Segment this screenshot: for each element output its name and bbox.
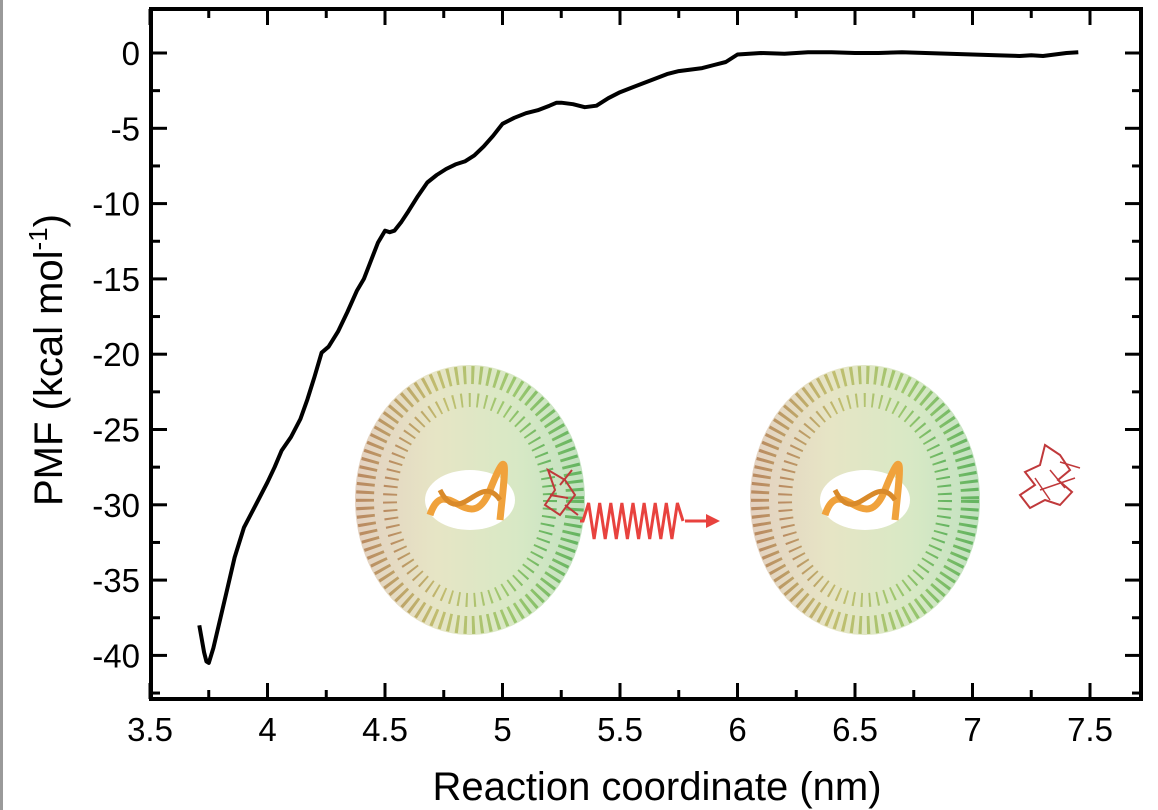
y-tick-label: -10: [92, 186, 140, 223]
x-tick-label: 6.5: [832, 711, 878, 748]
plot-frame: [149, 7, 1143, 701]
y-tick-label: -25: [92, 412, 140, 449]
x-tick-label: 6: [728, 711, 746, 748]
x-tick-label: 4.5: [362, 711, 408, 748]
x-tick-label: 5: [493, 711, 511, 748]
y-tick-label: -15: [92, 261, 140, 298]
pulling-spring-arrow: [580, 502, 720, 540]
y-tick-label: -20: [92, 336, 140, 373]
protein-dna-complex-right: [750, 365, 980, 635]
x-tick-label: 7.5: [1067, 711, 1113, 748]
y-tick-label: -30: [92, 487, 140, 524]
x-tick-label: 5.5: [597, 711, 643, 748]
x-tick-label: 4: [258, 711, 276, 748]
y-tick-labels: 0 -5 -10 -15 -20 -25 -30 -35 -40: [92, 35, 140, 674]
x-tick-label: 3.5: [127, 711, 173, 748]
y-axis-title: PMF (kcal mol-1): [23, 214, 71, 506]
x-tick-labels: 3.5 4 4.5 5 5.5 6 6.5 7 7.5: [127, 711, 1113, 748]
released-peptide: [1018, 443, 1081, 510]
y-tick-label: -35: [92, 562, 140, 599]
axis-ticks: [148, 9, 1141, 699]
y-tick-label: 0: [122, 35, 140, 72]
x-axis-title: Reaction coordinate (nm): [432, 765, 881, 809]
window-edge: [0, 0, 3, 810]
y-tick-label: -5: [111, 110, 140, 147]
protein-dna-complex-left: [355, 365, 585, 635]
y-tick-label: -40: [92, 637, 140, 674]
pmf-series-line: [197, 50, 1079, 665]
x-tick-label: 7: [963, 711, 981, 748]
inset-illustration: [355, 365, 1081, 635]
